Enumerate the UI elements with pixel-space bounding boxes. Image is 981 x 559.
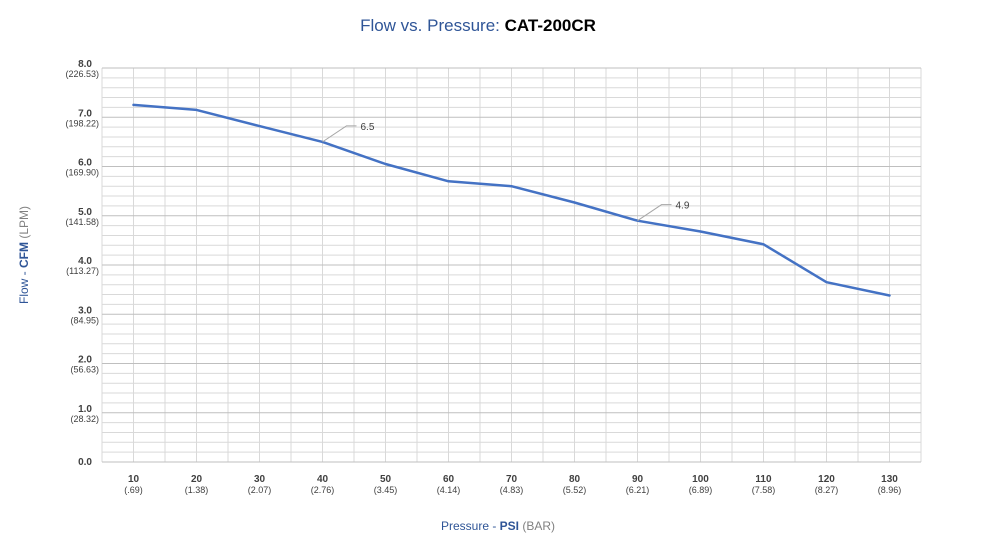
x-tick-label: 60 bbox=[443, 474, 455, 485]
x-axis-ticks: 10(.69) 20(1.38) 30(2.07) 40(2.76) 50(3.45) 6… bbox=[124, 474, 901, 495]
x-tick-label: 110 bbox=[755, 474, 772, 485]
x-tick-label: 40 bbox=[317, 474, 329, 485]
x-tick-label: 10 bbox=[128, 474, 140, 485]
x-tick-sublabel: (2.07) bbox=[248, 485, 272, 495]
y-tick-sublabel: (113.27) bbox=[66, 266, 99, 276]
x-tick-sublabel: (8.27) bbox=[815, 485, 839, 495]
x-tick-label: 30 bbox=[254, 474, 266, 485]
y-tick-sublabel: (226.53) bbox=[65, 69, 99, 79]
y-axis-title-unit: CFM bbox=[17, 242, 31, 268]
data-label: 6.5 bbox=[361, 122, 375, 133]
annotation-leader bbox=[637, 204, 672, 222]
x-tick-label: 130 bbox=[881, 474, 898, 485]
x-tick-label: 70 bbox=[506, 474, 518, 485]
chart-title: Flow vs. Pressure: CAT-200CR bbox=[360, 16, 596, 35]
y-tick-label: 8.0 bbox=[78, 59, 92, 70]
series-group bbox=[132, 103, 891, 297]
y-tick-label: 5.0 bbox=[78, 207, 92, 218]
y-tick-sublabel: (169.90) bbox=[65, 168, 99, 178]
x-tick-sublabel: (6.21) bbox=[626, 485, 650, 495]
x-tick-label: 50 bbox=[380, 474, 392, 485]
x-axis-title-unit: PSI bbox=[500, 519, 519, 533]
y-tick-sublabel: (84.95) bbox=[70, 315, 99, 325]
y-tick-sublabel: (198.22) bbox=[65, 118, 99, 128]
x-tick-sublabel: (3.45) bbox=[374, 485, 398, 495]
y-axis-title-alt-unit: (LPM) bbox=[17, 206, 31, 242]
y-tick-label: 7.0 bbox=[78, 108, 92, 119]
x-tick-label: 20 bbox=[191, 474, 203, 485]
x-axis-title-alt-unit: (BAR) bbox=[519, 519, 555, 533]
y-axis-title-prefix: Flow - bbox=[17, 268, 31, 304]
x-tick-label: 90 bbox=[632, 474, 644, 485]
chart-title-model: CAT-200CR bbox=[505, 16, 596, 35]
minor-gridlines bbox=[101, 68, 922, 462]
y-axis-ticks: 0.0 1.0(28.32) 2.0(56.63) 3.0(84.95) 4.0(113… bbox=[65, 59, 99, 468]
y-tick-label: 4.0 bbox=[78, 256, 92, 267]
y-tick-sublabel: (28.32) bbox=[70, 414, 99, 424]
x-tick-sublabel: (1.38) bbox=[185, 485, 209, 495]
y-tick-label: 2.0 bbox=[78, 355, 92, 366]
x-axis-title-prefix: Pressure - bbox=[441, 519, 500, 533]
x-tick-sublabel: (5.52) bbox=[563, 485, 587, 495]
y-tick-sublabel: (141.58) bbox=[65, 217, 99, 227]
x-tick-label: 100 bbox=[692, 474, 709, 485]
y-tick-label: 6.0 bbox=[78, 158, 92, 169]
x-tick-sublabel: (4.83) bbox=[500, 485, 524, 495]
major-gridlines bbox=[102, 67, 921, 463]
chart-title-prefix: Flow vs. Pressure: bbox=[360, 16, 500, 35]
y-tick-label: 3.0 bbox=[78, 305, 92, 316]
x-tick-label: 80 bbox=[569, 474, 581, 485]
annotation-group: 6.5 4.9 bbox=[322, 122, 690, 222]
annotation-leader bbox=[322, 125, 357, 143]
data-label: 4.9 bbox=[676, 201, 690, 212]
x-tick-sublabel: (.69) bbox=[124, 485, 143, 495]
x-tick-label: 120 bbox=[818, 474, 835, 485]
x-tick-sublabel: (6.89) bbox=[689, 485, 713, 495]
y-tick-sublabel: (56.63) bbox=[70, 365, 99, 375]
y-axis-title: Flow - CFM (LPM) bbox=[17, 206, 31, 304]
x-tick-sublabel: (8.96) bbox=[878, 485, 902, 495]
series-line bbox=[132, 103, 891, 297]
x-axis-title: Pressure - PSI (BAR) bbox=[441, 519, 555, 533]
y-tick-label: 1.0 bbox=[78, 404, 92, 415]
x-tick-sublabel: (4.14) bbox=[437, 485, 461, 495]
y-tick-label: 0.0 bbox=[78, 457, 92, 468]
x-tick-sublabel: (2.76) bbox=[311, 485, 335, 495]
x-tick-sublabel: (7.58) bbox=[752, 485, 776, 495]
